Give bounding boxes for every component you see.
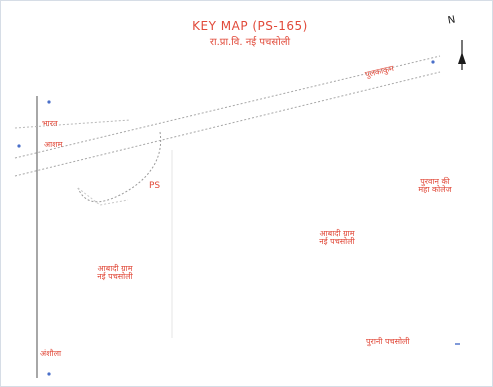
label-left-area: आबादी ग्राम नई पचसोली bbox=[97, 264, 133, 282]
label-ps: PS bbox=[149, 181, 161, 191]
blue-marker bbox=[431, 60, 435, 64]
ps-boundary bbox=[77, 187, 129, 206]
label-right-area: पुरवान की महा कोलेज bbox=[418, 177, 452, 195]
blue-marker bbox=[17, 144, 21, 148]
curved-path bbox=[77, 131, 162, 203]
north-label: N bbox=[446, 14, 457, 27]
main-road-lower-edge bbox=[14, 71, 441, 177]
side-road-line bbox=[14, 119, 131, 129]
label-center-area: आबादी ग्राम नई पचसोली bbox=[319, 229, 355, 247]
north-arrow-icon bbox=[458, 40, 466, 70]
label-top-left-road: भारत bbox=[42, 119, 58, 128]
blue-marker bbox=[47, 100, 51, 104]
main-road-upper-edge bbox=[14, 55, 441, 159]
label-bottom-left: अंशौला bbox=[40, 349, 62, 358]
label-bottom-right-road: पुरानी पचसोली bbox=[366, 337, 410, 346]
blue-marker bbox=[47, 372, 51, 376]
label-left-road: आशम bbox=[44, 140, 63, 149]
map-subtitle: रा.प्रा.वि. नई पचसोली bbox=[209, 37, 291, 48]
map-title: KEY MAP (PS-165) bbox=[192, 19, 308, 33]
